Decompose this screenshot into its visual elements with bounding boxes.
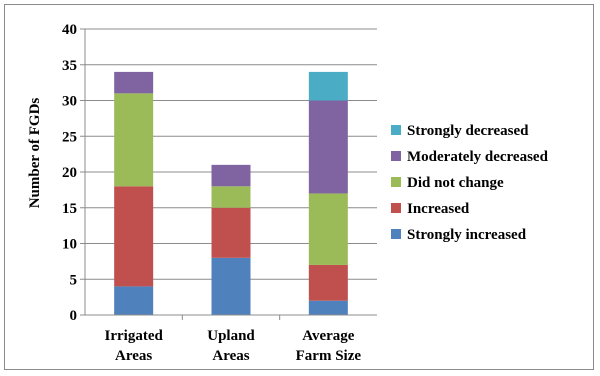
legend-label: Moderately decreased (407, 149, 549, 165)
y-tick-label: 30 (62, 94, 77, 110)
x-category-label: Areas (115, 348, 152, 364)
x-category-label: Irrigated (105, 328, 164, 344)
y-tick-label: 5 (70, 272, 78, 288)
chart-frame: 0 5 10 15 20 25 30 35 40 Irrigated Areas Upland Area… (4, 4, 594, 370)
y-axis-label: Number of FGDs (27, 98, 43, 209)
bar-segment (308, 193, 348, 265)
bar-segment (308, 300, 348, 315)
x-category-label: Areas (212, 348, 249, 364)
bar-segment (211, 164, 251, 187)
bar-segment (308, 100, 348, 194)
y-tick-label: 15 (62, 201, 77, 217)
legend-label: Did not change (407, 175, 504, 191)
x-category-label: Farm Size (296, 348, 362, 364)
y-tick-label: 10 (62, 237, 77, 253)
y-tick-label: 35 (62, 58, 77, 74)
legend-label: Strongly increased (407, 227, 527, 243)
y-tick-label: 20 (62, 165, 77, 181)
stacked-bar-chart: 0 5 10 15 20 25 30 35 40 Irrigated Areas Upland Area… (27, 22, 549, 364)
x-category-label: Upland (207, 328, 255, 344)
y-tick-label: 25 (62, 129, 77, 145)
legend-swatch (391, 125, 401, 135)
legend-swatch (391, 229, 401, 239)
y-tick-label: 0 (70, 308, 78, 324)
bar-segment (211, 207, 251, 258)
bars (114, 71, 348, 315)
y-tick-label: 40 (62, 22, 77, 38)
axes: 0 5 10 15 20 25 30 35 40 Irrigated Areas Upland Area… (62, 22, 377, 364)
legend-label: Increased (407, 201, 470, 217)
bar-segment (114, 186, 154, 287)
legend-swatch (391, 203, 401, 213)
bar-segment (211, 186, 251, 208)
legend-swatch (391, 151, 401, 161)
bar-segment (114, 71, 154, 94)
legend: Strongly decreased Moderately decreased Di… (391, 123, 549, 243)
legend-label: Strongly decreased (407, 123, 529, 139)
bar-segment (114, 286, 154, 315)
legend-swatch (391, 177, 401, 187)
bar-segment (308, 71, 348, 101)
bar-segment (114, 93, 154, 187)
bar-segment (211, 257, 251, 315)
bar-segment (308, 264, 348, 301)
x-category-label: Average (302, 328, 355, 344)
